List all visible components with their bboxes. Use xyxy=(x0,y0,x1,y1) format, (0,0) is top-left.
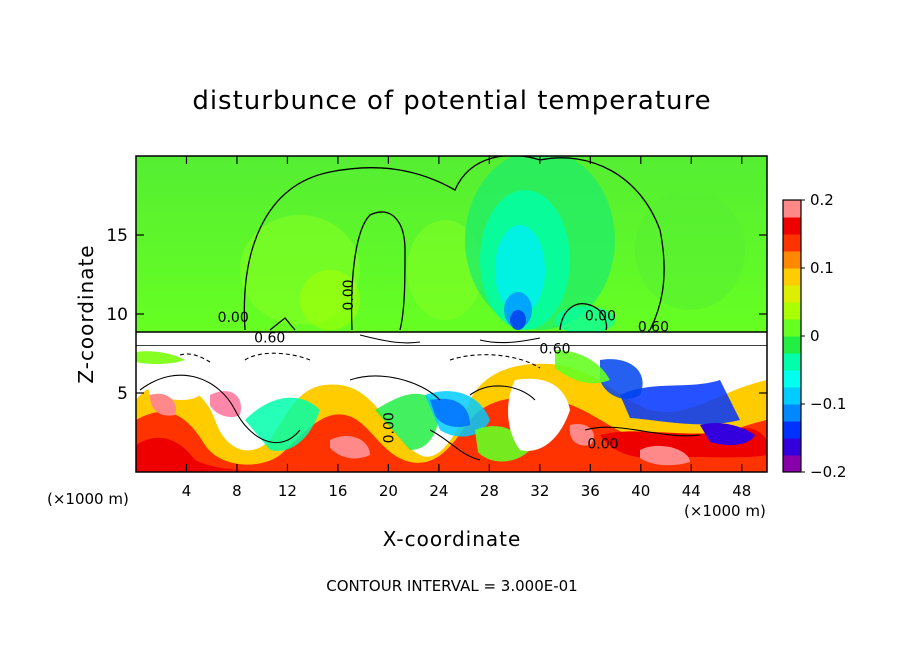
colorbar-swatch xyxy=(783,268,801,286)
x-tick-label: 16 xyxy=(328,482,347,500)
colorbar: 0.2 0.1 0 −0.1 −0.2 xyxy=(782,191,846,481)
colorbar-swatch xyxy=(783,438,801,456)
x-tick-label: 8 xyxy=(232,482,242,500)
x-tick-label: 12 xyxy=(278,482,297,500)
x-tick-label: 20 xyxy=(379,482,398,500)
y-tick-label: 5 xyxy=(117,384,128,404)
colorbar-tick-label: −0.2 xyxy=(810,463,846,481)
colorbar-swatch xyxy=(783,370,801,388)
colorbar-swatch xyxy=(783,455,801,473)
colorbar-swatch xyxy=(783,404,801,422)
x-axis: 4 8 12 16 20 24 28 32 36 40 44 48 xyxy=(182,156,751,500)
colorbar-swatch xyxy=(783,285,801,303)
x-tick-label: 48 xyxy=(732,482,751,500)
y-tick-label: 10 xyxy=(106,305,128,325)
x-tick-label: 44 xyxy=(682,482,701,500)
y-tick-label: 15 xyxy=(106,226,128,246)
y-axis: 5 10 15 xyxy=(106,226,767,404)
x-tick-label: 28 xyxy=(480,482,499,500)
lower-contours xyxy=(139,334,701,461)
contour-interval-note: CONTOUR INTERVAL = 3.000E-01 xyxy=(326,577,578,595)
contour-label: 0.60 xyxy=(539,342,570,358)
x-tick-label: 40 xyxy=(631,482,650,500)
x-unit-label-right: (×1000 m) xyxy=(684,502,766,520)
colorbar-tick-label: 0.2 xyxy=(810,191,834,209)
lower-turbulence xyxy=(136,350,767,472)
contour-label-layer: 0.00 0.60 0.00 0.00 0.60 0.60 0.00 0.00 xyxy=(218,279,669,452)
colorbar-tick-label: 0 xyxy=(810,327,820,345)
chart-title: disturbunce of potential temperature xyxy=(192,86,712,116)
x-tick-label: 36 xyxy=(581,482,600,500)
x-tick-label: 32 xyxy=(530,482,549,500)
colorbar-swatch xyxy=(783,353,801,371)
upper-contours xyxy=(243,156,665,331)
x-axis-label: X-coordinate xyxy=(382,527,522,551)
colorbar-swatch xyxy=(783,302,801,320)
plot-area: 0.00 0.60 0.00 0.00 0.60 0.60 0.00 0.00 xyxy=(136,156,767,472)
colorbar-swatch xyxy=(783,217,801,235)
colorbar-swatch xyxy=(783,234,801,252)
contour-label: 0.60 xyxy=(254,330,285,346)
colorbar-swatch xyxy=(783,251,801,269)
contour-label: 0.60 xyxy=(638,319,669,335)
colorbar-swatch xyxy=(783,200,801,218)
colorbar-swatch xyxy=(783,336,801,354)
x-tick-label: 4 xyxy=(182,482,192,500)
colorbar-tick-label: 0.1 xyxy=(810,259,834,277)
colorbar-tick-label: −0.1 xyxy=(810,395,846,413)
y-axis-label: Z-coordinate xyxy=(74,244,98,384)
separator-band xyxy=(136,332,767,346)
colorbar-swatch xyxy=(783,421,801,439)
contour-label: 0.00 xyxy=(341,279,357,310)
upper-plumes xyxy=(240,156,745,334)
colorbar-swatch xyxy=(783,319,801,337)
colorbar-swatch xyxy=(783,387,801,405)
contour-label: 0.00 xyxy=(218,310,249,326)
x-tick-label: 24 xyxy=(429,482,448,500)
contour-label: 0.00 xyxy=(587,436,618,452)
x-unit-label-left: (×1000 m) xyxy=(47,490,129,508)
contour-label: 0.00 xyxy=(585,308,616,324)
contour-label: 0.00 xyxy=(381,412,397,443)
